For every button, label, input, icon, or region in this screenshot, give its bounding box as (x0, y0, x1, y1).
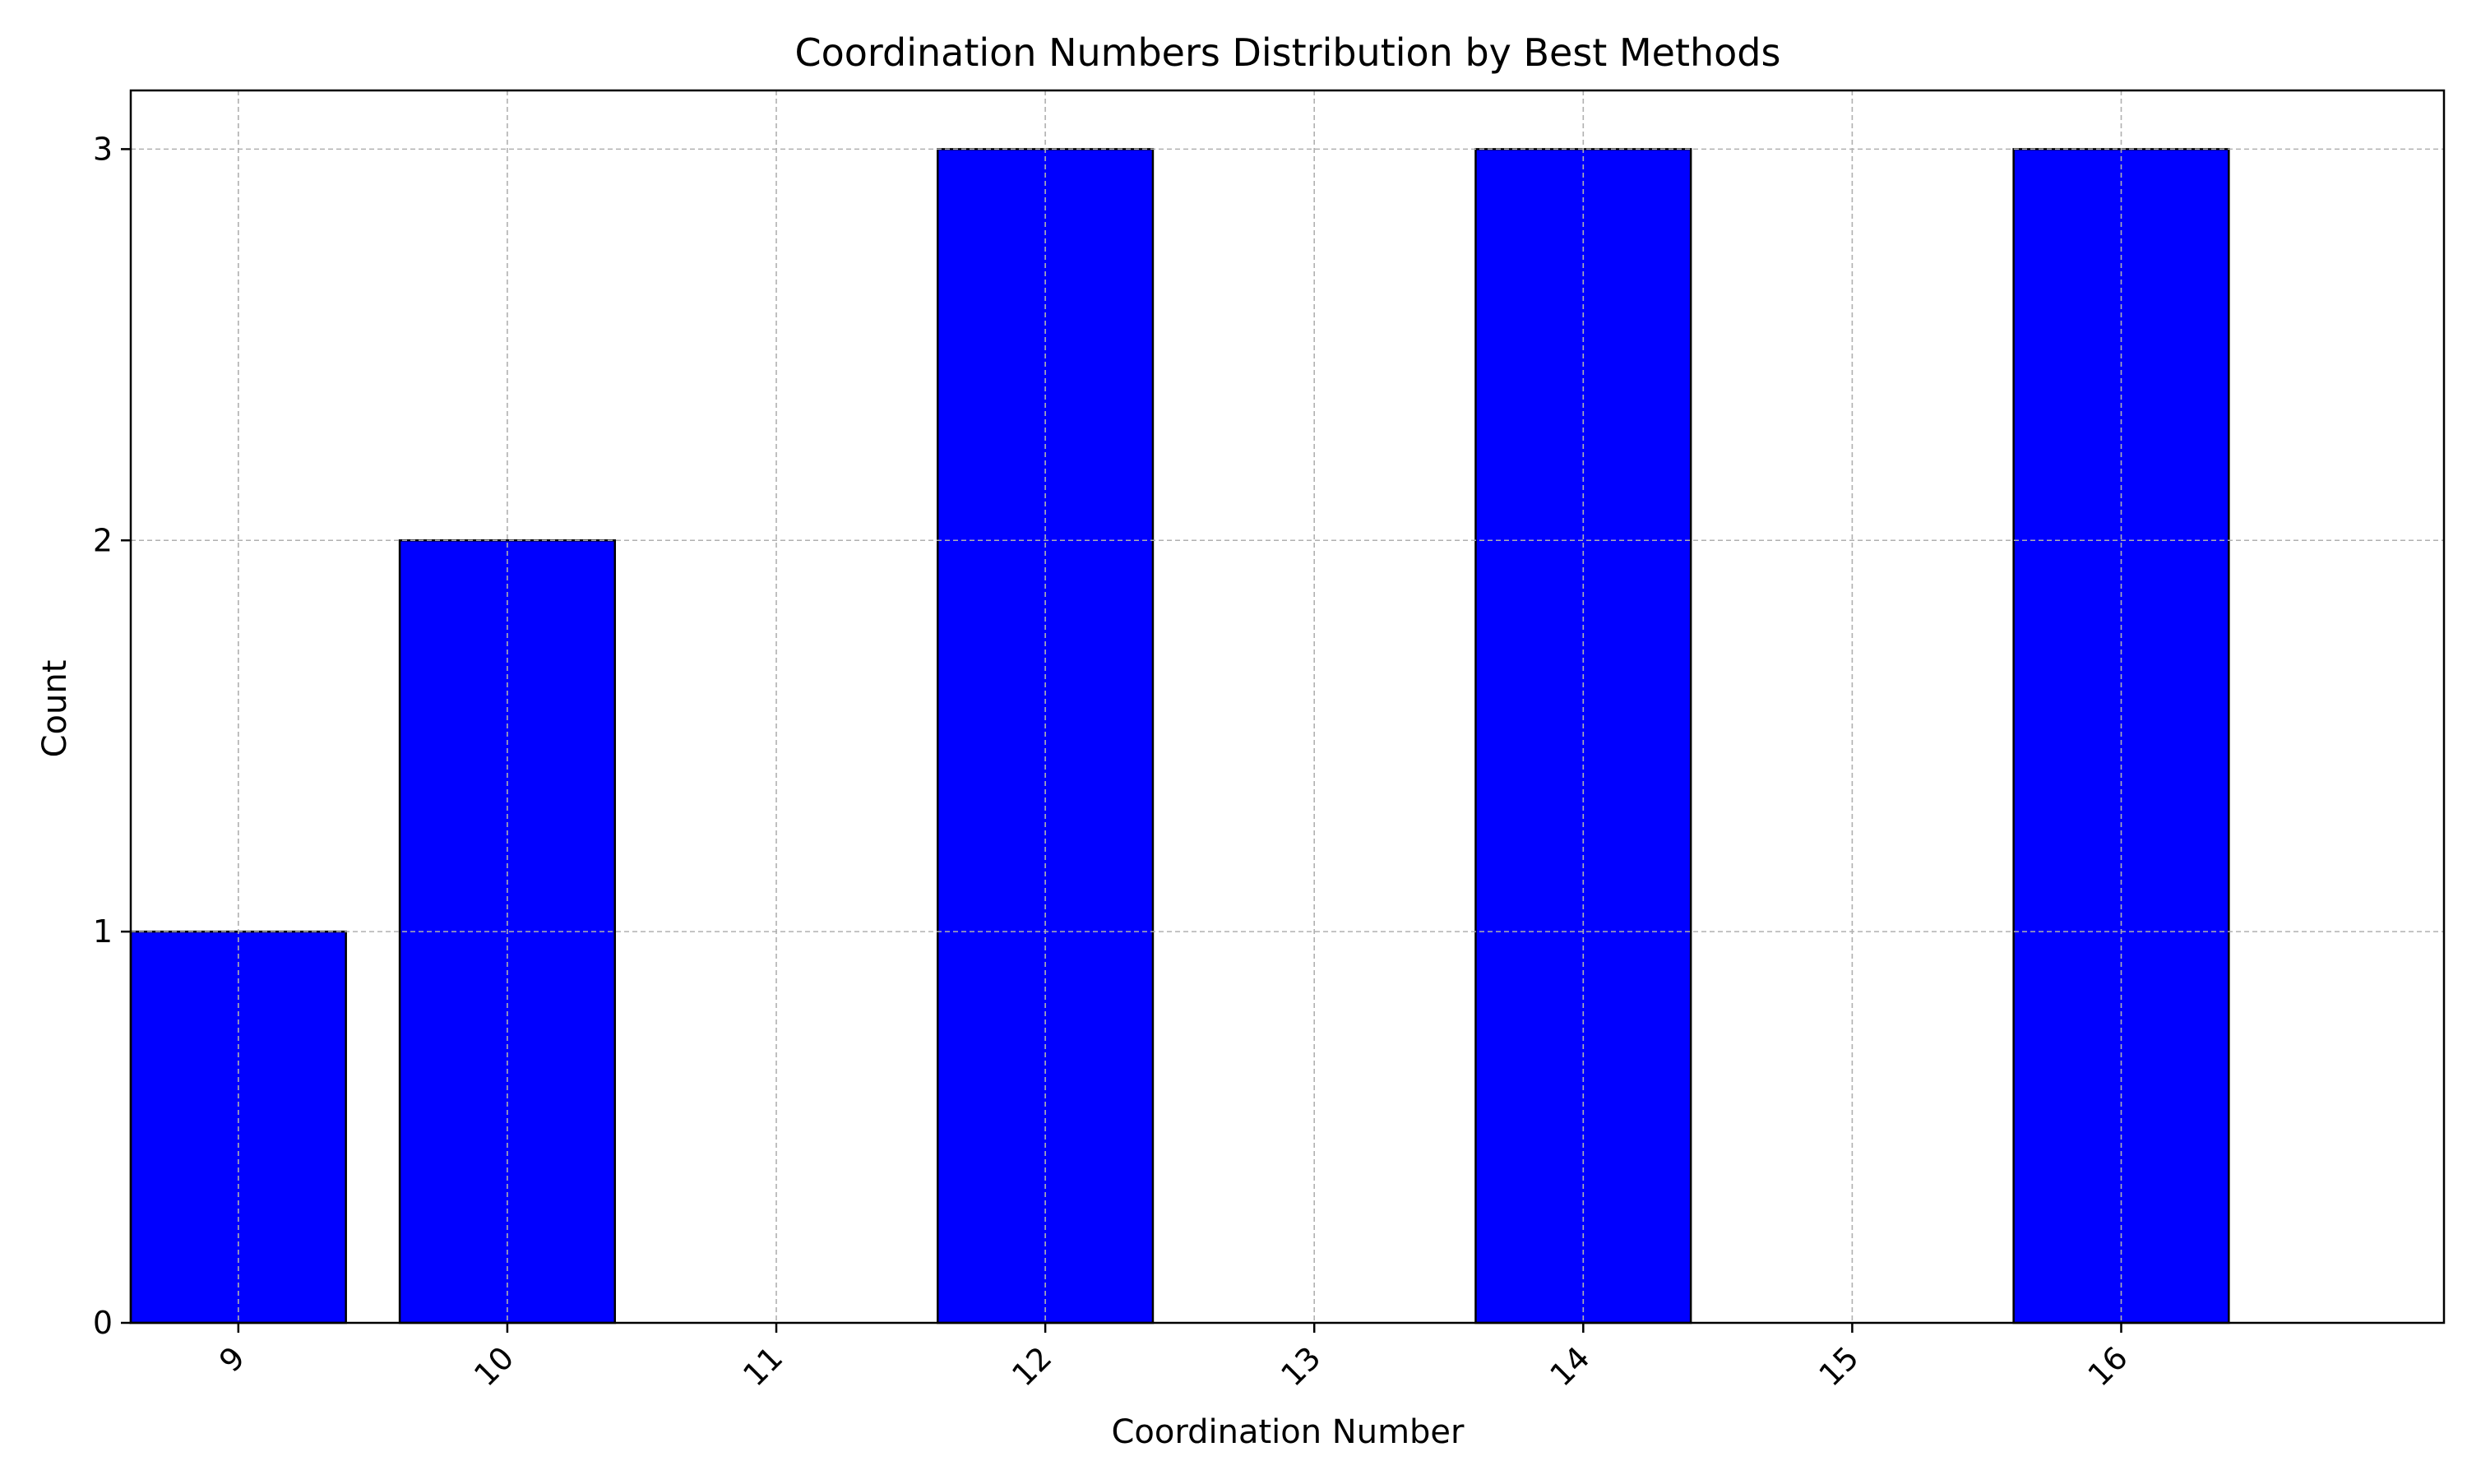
x-tick-label-15: 15 (1812, 1339, 1865, 1393)
x-tick-label-13: 13 (1274, 1339, 1327, 1393)
x-tick-label-10: 10 (467, 1339, 521, 1393)
x-axis-label: Coordination Number (1111, 1413, 1465, 1451)
x-axis-ticks: 9 10 11 12 13 14 15 16 (212, 1323, 2135, 1394)
chart-title: Coordination Numbers Distribution by Bes… (795, 30, 1781, 75)
plot-area-frame (129, 89, 2446, 1325)
x-tick-label-16: 16 (2081, 1339, 2135, 1393)
x-tick-label-9: 9 (212, 1339, 252, 1379)
bars (129, 148, 2230, 1325)
x-tick-label-11: 11 (736, 1339, 789, 1393)
y-tick-label-3: 3 (93, 131, 113, 167)
y-tick-label-1: 1 (93, 913, 113, 950)
x-tick-label-14: 14 (1543, 1339, 1596, 1393)
y-tick-label-0: 0 (93, 1305, 113, 1341)
x-tick-label-12: 12 (1005, 1339, 1058, 1393)
y-tick-label-2: 2 (93, 522, 113, 558)
grid-overlay (131, 90, 2444, 1323)
y-axis-label: Count (36, 660, 74, 758)
y-axis-ticks: 0 1 2 3 (93, 131, 131, 1341)
